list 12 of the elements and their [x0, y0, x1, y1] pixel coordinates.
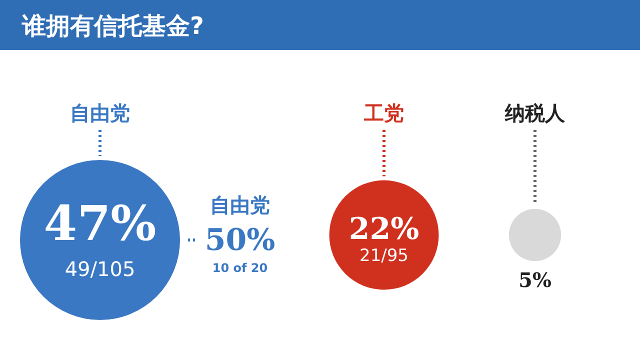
- text: 49/105: [64, 257, 136, 281]
- data-label: 22%: [348, 212, 420, 247]
- category-label: 自由党: [70, 101, 130, 125]
- data-label: 47%: [44, 196, 156, 252]
- category-label: 纳税人: [504, 101, 566, 125]
- text: 21/95: [360, 246, 408, 266]
- text: 10 of 20: [212, 261, 268, 275]
- text: 谁拥有信托基金?: [21, 12, 204, 40]
- text: 50%: [204, 223, 276, 258]
- text: 自由党: [210, 193, 270, 217]
- category-label: 工党: [363, 101, 404, 125]
- data-label: 5%: [518, 268, 552, 292]
